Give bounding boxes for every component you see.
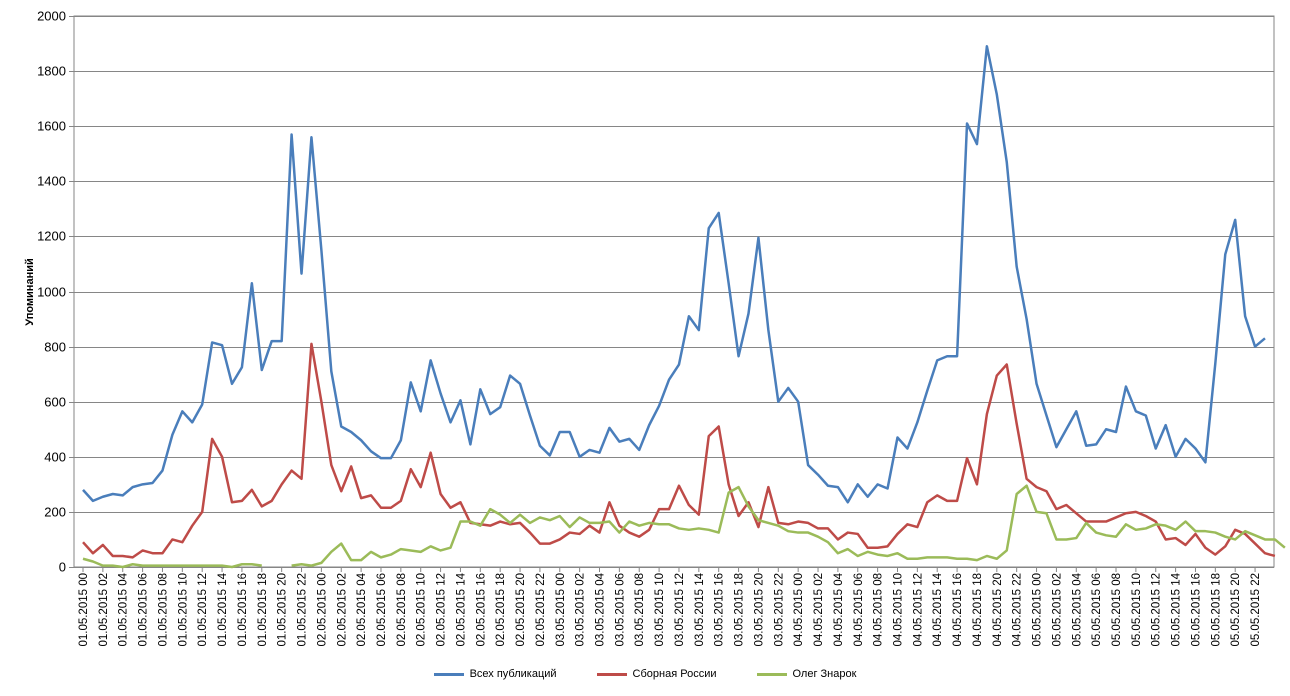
x-tick-label: 02.05.2015 02 [336, 573, 348, 647]
x-tick-label: 02.05.2015 10 [416, 573, 428, 647]
x-tick-label: 05.05.2015 20 [1230, 573, 1242, 647]
x-tick-label: 04.05.2015 22 [1012, 573, 1024, 647]
y-tick-label: 600 [44, 395, 66, 410]
x-tick-label: 01.05.2015 00 [78, 573, 90, 647]
x-tick-label: 05.05.2015 22 [1250, 573, 1262, 647]
x-tick-label: 03.05.2015 22 [773, 573, 785, 647]
x-tick-label: 04.05.2015 08 [873, 573, 885, 647]
legend-entry: Всех публикаций [433, 664, 557, 684]
y-tick-label: 1800 [37, 64, 66, 79]
x-tick-label: 01.05.2015 18 [257, 573, 269, 647]
x-tick-label: 03.05.2015 20 [753, 573, 765, 647]
x-tick-label: 04.05.2015 12 [912, 573, 924, 647]
x-tick-label: 02.05.2015 16 [475, 573, 487, 647]
x-tick-label: 03.05.2015 02 [575, 573, 587, 647]
x-axis-ticks: 01.05.2015 00 01.05.2015 02 01.05.2015 04 0… [78, 567, 1262, 647]
x-tick-label: 01.05.2015 04 [118, 572, 130, 646]
series-line-3 [82, 484, 1286, 569]
x-tick-label: 05.05.2015 18 [1210, 573, 1222, 647]
x-tick-label: 01.05.2015 20 [277, 573, 289, 647]
y-axis-ticks: 0 200 400 600 800 1000 1200 1400 1600 1800 2000 [37, 9, 74, 575]
y-tick-label: 1600 [37, 119, 66, 134]
x-tick-label: 01.05.2015 16 [237, 573, 249, 647]
x-tick-label: 01.05.2015 10 [177, 573, 189, 647]
y-tick-label: 2000 [37, 9, 66, 24]
chart-legend: Всех публикаций Сборная России Олег Знарок [0, 664, 1290, 684]
x-tick-label: 05.05.2015 12 [1151, 573, 1163, 647]
x-tick-label: 04.05.2015 00 [793, 573, 805, 647]
x-tick-label: 03.05.2015 00 [555, 573, 567, 647]
legend-label: Сборная России [632, 668, 717, 680]
x-tick-label: 03.05.2015 16 [714, 573, 726, 647]
x-tick-label: 03.05.2015 18 [734, 573, 746, 647]
x-tick-label: 03.05.2015 08 [634, 573, 646, 647]
x-tick-label: 04.05.2015 02 [813, 573, 825, 647]
x-tick-label: 02.05.2015 20 [515, 573, 527, 647]
legend-swatch [433, 672, 464, 676]
x-tick-label: 05.05.2015 06 [1091, 573, 1103, 647]
x-tick-label: 02.05.2015 22 [535, 573, 547, 647]
x-tick-label: 03.05.2015 04 [595, 572, 607, 646]
x-tick-label: 03.05.2015 12 [674, 573, 686, 647]
series-line-1 [82, 45, 1266, 504]
x-tick-label: 02.05.2015 08 [396, 573, 408, 647]
y-tick-label: 200 [44, 505, 66, 520]
x-tick-label: 04.05.2015 14 [932, 572, 944, 646]
legend-entry: Сборная России [596, 664, 717, 684]
legend-label: Олег Знарок [792, 668, 857, 680]
x-tick-label: 02.05.2015 12 [436, 573, 448, 647]
x-tick-label: 01.05.2015 14 [217, 572, 229, 646]
y-axis-label: Упоминаний [24, 258, 36, 325]
x-tick-label: 05.05.2015 04 [1071, 572, 1083, 646]
x-tick-label: 05.05.2015 08 [1111, 573, 1123, 647]
x-tick-label: 04.05.2015 20 [992, 573, 1004, 647]
x-tick-label: 02.05.2015 00 [316, 573, 328, 647]
y-tick-label: 400 [44, 450, 66, 465]
x-tick-label: 05.05.2015 16 [1190, 573, 1202, 647]
legend-label: Всех публикаций [469, 668, 557, 680]
x-tick-label: 01.05.2015 22 [297, 573, 309, 647]
x-tick-label: 05.05.2015 00 [1032, 573, 1044, 647]
x-tick-label: 02.05.2015 06 [376, 573, 388, 647]
x-tick-label: 05.05.2015 14 [1171, 572, 1183, 646]
x-tick-label: 02.05.2015 04 [356, 572, 368, 646]
y-tick-label: 1200 [37, 229, 66, 244]
x-tick-label: 03.05.2015 06 [614, 573, 626, 647]
x-tick-label: 04.05.2015 06 [853, 573, 865, 647]
x-tick-label: 04.05.2015 10 [892, 573, 904, 647]
legend-swatch [756, 672, 787, 676]
x-tick-label: 04.05.2015 04 [833, 572, 845, 646]
x-tick-label: 05.05.2015 10 [1131, 573, 1143, 647]
y-tick-label: 0 [59, 560, 66, 575]
series-line-2 [82, 342, 1276, 559]
y-tick-label: 1400 [37, 174, 66, 189]
x-tick-label: 03.05.2015 14 [694, 572, 706, 646]
y-tick-label: 800 [44, 340, 66, 355]
gridlines [73, 15, 1275, 568]
x-tick-label: 02.05.2015 18 [495, 573, 507, 647]
x-tick-label: 01.05.2015 02 [98, 573, 110, 647]
x-tick-label: 03.05.2015 10 [654, 573, 666, 647]
y-tick-label: 1000 [37, 285, 66, 300]
legend-swatch [596, 672, 627, 676]
legend-entry: Олег Знарок [756, 664, 857, 684]
x-tick-label: 01.05.2015 06 [138, 573, 150, 647]
x-tick-label: 05.05.2015 02 [1051, 573, 1063, 647]
x-tick-label: 01.05.2015 12 [197, 573, 209, 647]
x-tick-label: 02.05.2015 14 [455, 572, 467, 646]
line-chart: 0 200 400 600 800 1000 1200 1400 1600 1800 2000 01… [24, 9, 1286, 647]
x-tick-label: 01.05.2015 08 [157, 573, 169, 647]
x-tick-label: 04.05.2015 16 [952, 573, 964, 647]
series-lines [82, 45, 1286, 569]
x-tick-label: 04.05.2015 18 [972, 573, 984, 647]
